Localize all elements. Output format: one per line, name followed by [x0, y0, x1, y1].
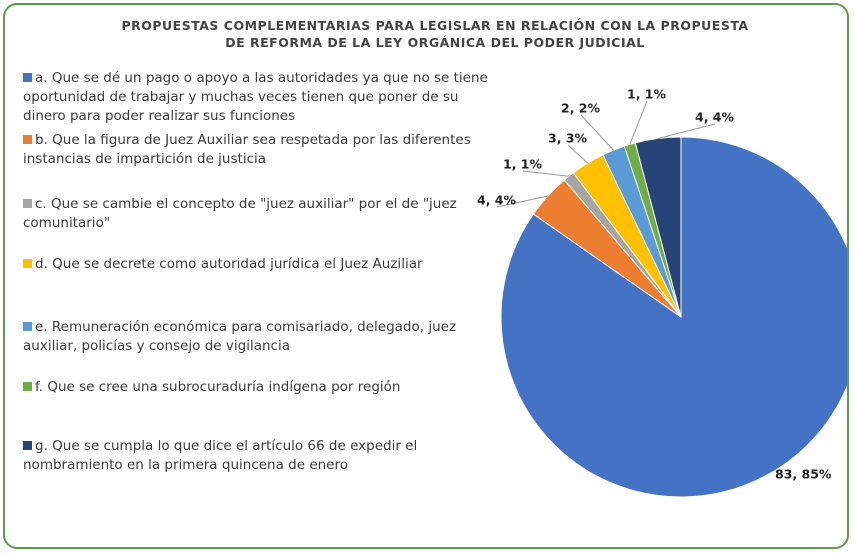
legend-entry: c. Que se cambie el concepto de "juez au…	[23, 195, 493, 233]
data-label: 1, 1%	[627, 87, 666, 102]
legend-entry: g. Que se cumpla lo que dice el artículo…	[23, 437, 493, 475]
legend-swatch	[23, 199, 32, 208]
chart: PROPUESTAS COMPLEMENTARIAS PARA LEGISLAR…	[3, 3, 849, 549]
legend-entry: b. Que la figura de Juez Auxiliar sea re…	[23, 131, 493, 169]
pie-area: 83, 85% 4, 4% 1, 1% 3, 3% 2, 2% 1, 1% 4, 4%	[477, 87, 847, 498]
legend-swatch	[23, 322, 32, 331]
leader-line	[629, 100, 648, 145]
legend-label: f. Que se cree una subrocuraduría indíge…	[35, 379, 401, 395]
leader-line	[580, 114, 614, 151]
data-label: 83, 85%	[775, 467, 832, 482]
data-label: 1, 1%	[503, 157, 542, 172]
legend-label: b. Que la figura de Juez Auxiliar sea re…	[23, 132, 471, 167]
legend-label: a. Que se dé un pago o apoyo a las autor…	[23, 70, 488, 124]
legend-entry: a. Que se dé un pago o apoyo a las autor…	[23, 69, 493, 126]
legend-entry: d. Que se decrete como autoridad jurídic…	[23, 255, 493, 274]
legend-label: e. Remuneración económica para comisaria…	[23, 319, 457, 354]
data-label: 4, 4%	[695, 110, 734, 125]
legend-swatch	[23, 441, 32, 450]
pie-slice	[500, 136, 847, 498]
legend-swatch	[23, 259, 32, 268]
leader-line	[567, 144, 589, 164]
legend-entry: f. Que se cree una subrocuraduría indíge…	[23, 378, 493, 397]
data-label: 3, 3%	[548, 131, 587, 146]
data-label: 2, 2%	[561, 101, 600, 116]
leader-line	[496, 195, 548, 208]
data-label: 4, 4%	[477, 193, 516, 208]
legend-label: d. Que se decrete como autoridad jurídic…	[35, 256, 423, 272]
legend-entry: e. Remuneración económica para comisaria…	[23, 318, 493, 356]
legend-swatch	[23, 382, 32, 391]
leader-line	[657, 123, 716, 139]
leader-line	[522, 170, 569, 177]
legend-swatch	[23, 135, 32, 144]
legend-label: g. Que se cumpla lo que dice el artículo…	[23, 438, 418, 473]
pie-slice	[634, 136, 682, 318]
legend-swatch	[23, 73, 32, 82]
chart-title: PROPUESTAS COMPLEMENTARIAS PARA LEGISLAR…	[121, 18, 749, 50]
legend-label: c. Que se cambie el concepto de "juez au…	[23, 196, 457, 231]
